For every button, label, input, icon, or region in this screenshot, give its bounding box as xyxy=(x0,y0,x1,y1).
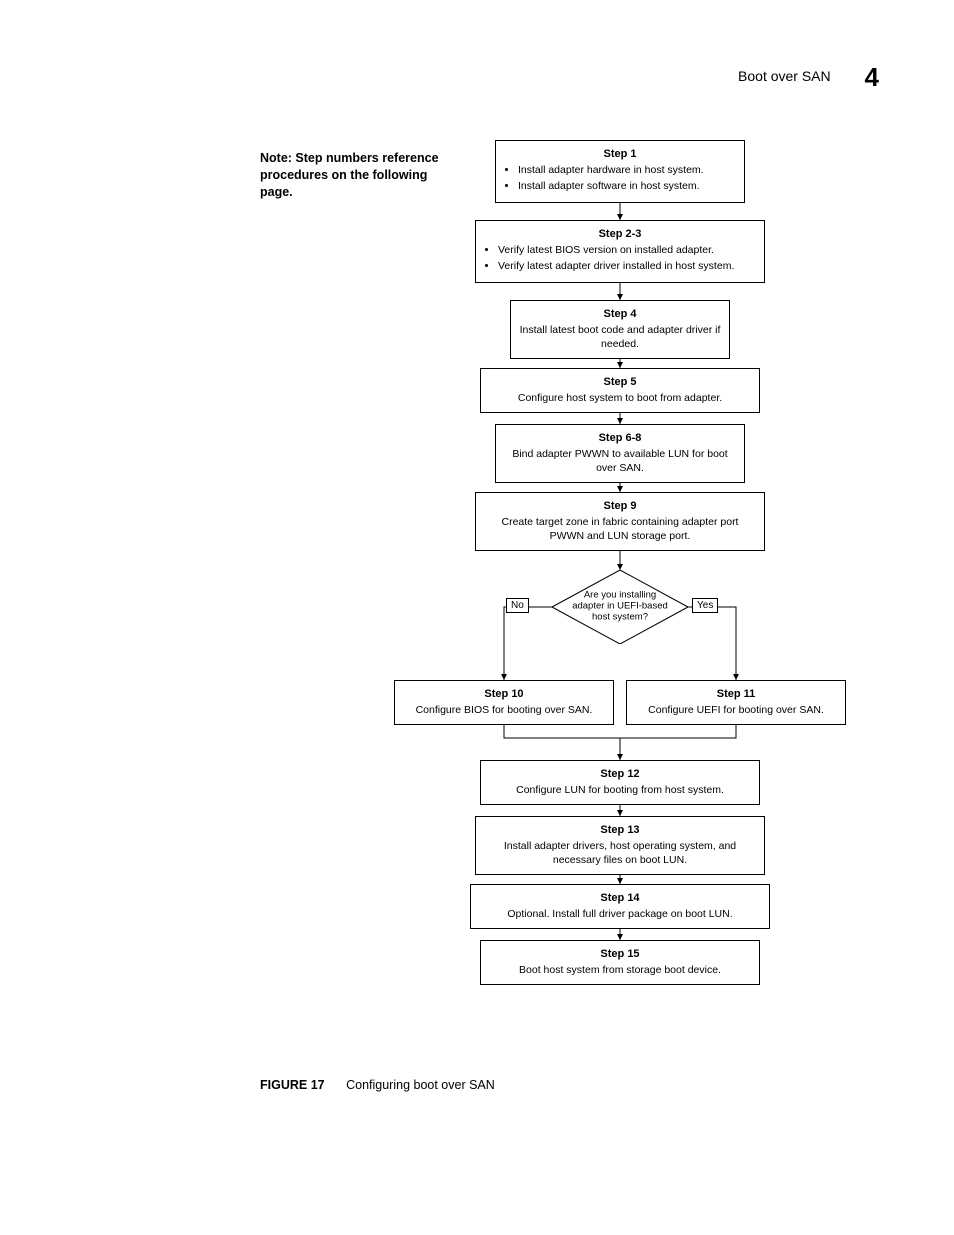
step-6-8-title: Step 6-8 xyxy=(504,431,736,445)
step-2-3-bullets: Verify latest BIOS version on installed … xyxy=(484,244,756,273)
step-10-box: Step 10 Configure BIOS for booting over … xyxy=(394,680,614,725)
step-12-text: Configure LUN for booting from host syst… xyxy=(516,784,724,796)
chapter-number: 4 xyxy=(865,62,879,92)
step-11-box: Step 11 Configure UEFI for booting over … xyxy=(626,680,846,725)
step-1-bullet-1: Install adapter hardware in host system. xyxy=(518,164,736,178)
step-10-text: Configure BIOS for booting over SAN. xyxy=(416,704,593,716)
figure-caption: FIGURE 17 Configuring boot over SAN xyxy=(260,1078,495,1092)
step-1-box: Step 1 Install adapter hardware in host … xyxy=(495,140,745,203)
step-15-title: Step 15 xyxy=(489,947,751,961)
step-4-box: Step 4 Install latest boot code and adap… xyxy=(510,300,730,359)
decision-yes-label: Yes xyxy=(692,598,718,613)
step-1-bullets: Install adapter hardware in host system.… xyxy=(504,164,736,193)
step-14-box: Step 14 Optional. Install full driver pa… xyxy=(470,884,770,929)
step-1-bullet-2: Install adapter software in host system. xyxy=(518,180,736,194)
step-13-text: Install adapter drivers, host operating … xyxy=(504,840,736,866)
step-13-box: Step 13 Install adapter drivers, host op… xyxy=(475,816,765,875)
step-4-title: Step 4 xyxy=(519,307,721,321)
figure-text: Configuring boot over SAN xyxy=(346,1078,495,1092)
decision-diamond: Are you installing adapter in UEFI-based… xyxy=(552,570,688,644)
step-2-3-bullet-1: Verify latest BIOS version on installed … xyxy=(498,244,756,258)
section-title: Boot over SAN xyxy=(738,68,831,84)
step-10-title: Step 10 xyxy=(403,687,605,701)
step-6-8-box: Step 6-8 Bind adapter PWWN to available … xyxy=(495,424,745,483)
step-11-title: Step 11 xyxy=(635,687,837,701)
step-9-title: Step 9 xyxy=(484,499,756,513)
step-15-text: Boot host system from storage boot devic… xyxy=(519,964,721,976)
step-6-8-text: Bind adapter PWWN to available LUN for b… xyxy=(512,448,727,474)
step-9-text: Create target zone in fabric containing … xyxy=(502,516,739,542)
step-11-text: Configure UEFI for booting over SAN. xyxy=(648,704,824,716)
decision-text: Are you installing adapter in UEFI-based… xyxy=(570,591,670,624)
step-14-title: Step 14 xyxy=(479,891,761,905)
step-5-title: Step 5 xyxy=(489,375,751,389)
step-15-box: Step 15 Boot host system from storage bo… xyxy=(480,940,760,985)
page-header: Boot over SAN 4 xyxy=(738,62,879,93)
step-2-3-title: Step 2-3 xyxy=(484,227,756,241)
step-2-3-box: Step 2-3 Verify latest BIOS version on i… xyxy=(475,220,765,283)
step-5-box: Step 5 Configure host system to boot fro… xyxy=(480,368,760,413)
step-12-title: Step 12 xyxy=(489,767,751,781)
step-12-box: Step 12 Configure LUN for booting from h… xyxy=(480,760,760,805)
step-5-text: Configure host system to boot from adapt… xyxy=(518,392,722,404)
step-2-3-bullet-2: Verify latest adapter driver installed i… xyxy=(498,260,756,274)
step-9-box: Step 9 Create target zone in fabric cont… xyxy=(475,492,765,551)
flowchart: Step 1 Install adapter hardware in host … xyxy=(400,140,840,1060)
step-4-text: Install latest boot code and adapter dri… xyxy=(520,324,721,350)
step-13-title: Step 13 xyxy=(484,823,756,837)
decision-no-label: No xyxy=(506,598,529,613)
figure-number: FIGURE 17 xyxy=(260,1078,325,1092)
step-1-title: Step 1 xyxy=(504,147,736,161)
step-14-text: Optional. Install full driver package on… xyxy=(507,908,732,920)
